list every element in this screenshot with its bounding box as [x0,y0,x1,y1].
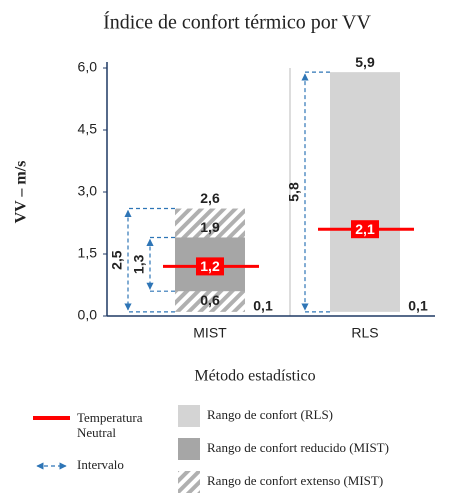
legend-label: Rango de confort extenso (MIST) [207,473,383,488]
interval-label: 5,8 [286,182,302,202]
legend-swatch [178,471,200,493]
legend-label: Intervalo [77,457,124,472]
neutral-label-box [196,257,224,276]
value-label: 2,6 [200,190,220,206]
y-tick-label: 1,5 [78,245,98,261]
y-tick-label: 4,5 [78,121,98,137]
value-label: 0,1 [253,298,273,314]
legend-label: Rango de confort (RLS) [207,407,333,422]
x-axis-label: Método estadístico [194,368,315,385]
legend-swatch [178,438,200,460]
y-tick-label: 3,0 [78,183,98,199]
legend-label: Temperatura Neutral [77,410,143,440]
x-tick-label: RLS [351,325,378,341]
chart-title: Índice de confort térmico por VV [103,11,371,34]
value-label: 0,6 [200,292,220,308]
value-label: 0,1 [408,298,428,314]
neutral-label: 1,2 [200,258,220,274]
interval-label: 1,3 [131,254,147,274]
neutral-label: 2,1 [355,221,375,237]
interval-label: 2,5 [109,250,125,270]
x-tick-label: MIST [193,325,227,341]
value-label: 1,9 [200,219,220,235]
range-bar [330,72,400,312]
neutral-label-box [351,220,379,239]
legend-label: Rango de confort reducido (MIST) [207,440,389,455]
legend-swatch [178,405,200,427]
y-axis-label: VV – m/s [13,161,30,224]
y-tick-label: 6,0 [78,59,98,75]
y-tick-label: 0,0 [78,307,98,323]
value-label: 5,9 [355,54,375,70]
